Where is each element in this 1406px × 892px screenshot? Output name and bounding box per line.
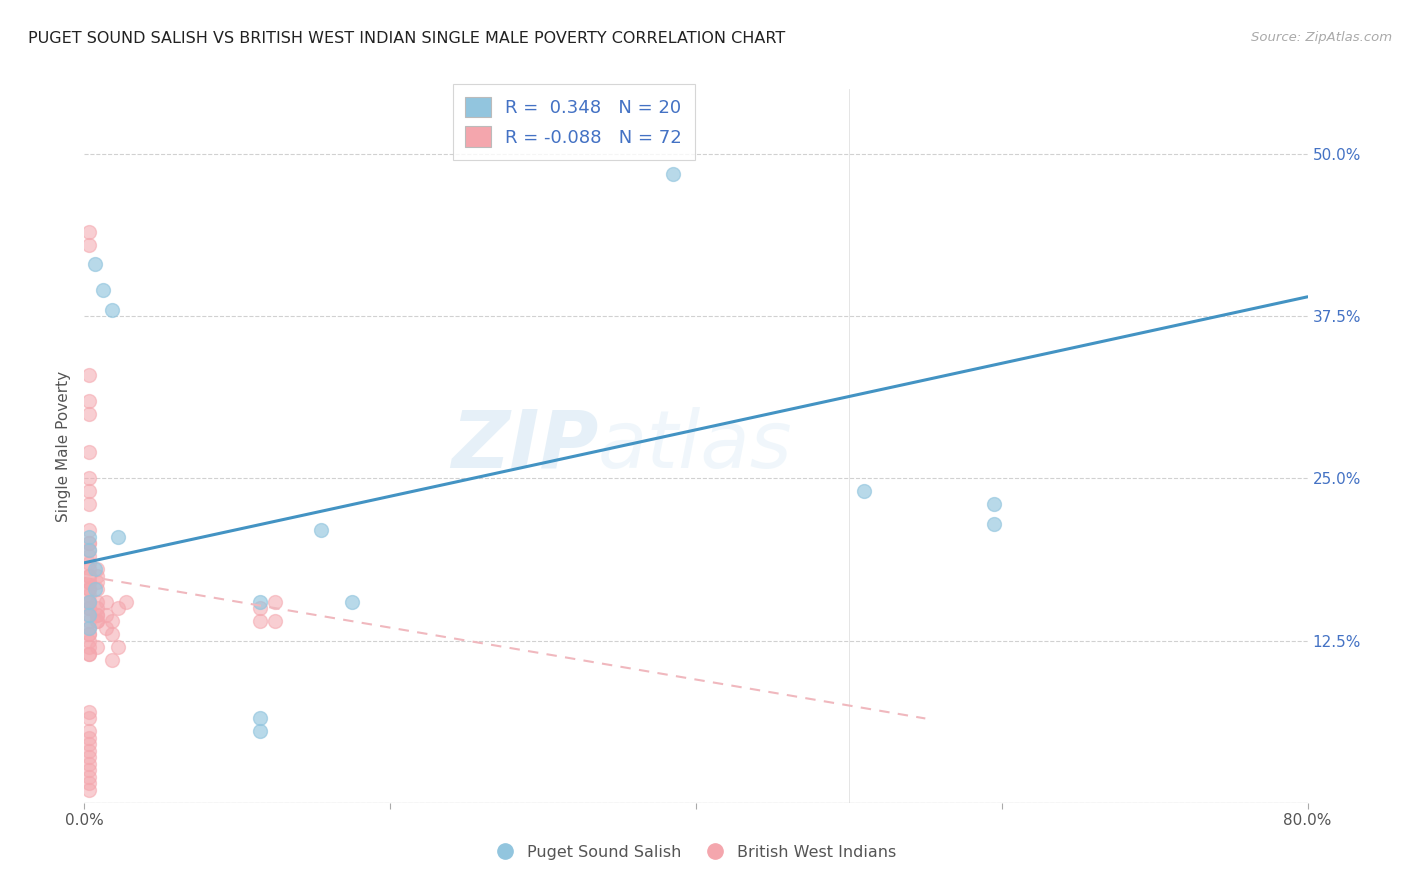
Text: Source: ZipAtlas.com: Source: ZipAtlas.com bbox=[1251, 31, 1392, 45]
Point bbox=[77, 770, 100, 784]
Point bbox=[94, 607, 117, 622]
Point bbox=[86, 607, 108, 622]
Point bbox=[77, 497, 100, 511]
Point bbox=[86, 595, 108, 609]
Point bbox=[77, 524, 100, 538]
Point bbox=[249, 595, 271, 609]
Point bbox=[662, 167, 685, 181]
Point bbox=[311, 524, 333, 538]
Point bbox=[77, 647, 100, 661]
Point bbox=[264, 595, 287, 609]
Point bbox=[249, 711, 271, 725]
Point bbox=[983, 497, 1005, 511]
Point bbox=[101, 302, 124, 317]
Point bbox=[77, 731, 100, 745]
Point bbox=[86, 640, 108, 654]
Point bbox=[101, 653, 124, 667]
Point bbox=[77, 536, 100, 550]
Point bbox=[77, 582, 100, 596]
Point bbox=[77, 595, 100, 609]
Point bbox=[77, 607, 100, 622]
Point bbox=[77, 575, 100, 590]
Point bbox=[77, 568, 100, 582]
Point bbox=[77, 536, 100, 550]
Point bbox=[107, 601, 129, 615]
Point bbox=[77, 764, 100, 778]
Point bbox=[91, 283, 114, 297]
Text: ZIP: ZIP bbox=[451, 407, 598, 485]
Y-axis label: Single Male Poverty: Single Male Poverty bbox=[56, 370, 72, 522]
Point bbox=[77, 471, 100, 485]
Text: PUGET SOUND SALISH VS BRITISH WEST INDIAN SINGLE MALE POVERTY CORRELATION CHART: PUGET SOUND SALISH VS BRITISH WEST INDIA… bbox=[28, 31, 786, 46]
Point bbox=[77, 393, 100, 408]
Point bbox=[77, 724, 100, 739]
Point bbox=[249, 614, 271, 628]
Point bbox=[77, 568, 100, 582]
Point bbox=[77, 750, 100, 764]
Point bbox=[77, 542, 100, 557]
Point bbox=[77, 562, 100, 576]
Point bbox=[77, 607, 100, 622]
Point bbox=[77, 601, 100, 615]
Point bbox=[77, 705, 100, 719]
Point bbox=[77, 484, 100, 499]
Point bbox=[77, 744, 100, 758]
Point bbox=[77, 407, 100, 421]
Point bbox=[77, 711, 100, 725]
Point bbox=[86, 562, 108, 576]
Point bbox=[77, 556, 100, 570]
Point bbox=[86, 607, 108, 622]
Point bbox=[107, 530, 129, 544]
Point bbox=[114, 595, 136, 609]
Point bbox=[77, 542, 100, 557]
Point bbox=[77, 582, 100, 596]
Point bbox=[77, 627, 100, 641]
Point bbox=[84, 257, 107, 271]
Point bbox=[77, 621, 100, 635]
Point bbox=[340, 595, 363, 609]
Point bbox=[77, 738, 100, 752]
Point bbox=[86, 582, 108, 596]
Point bbox=[86, 575, 108, 590]
Point bbox=[94, 621, 117, 635]
Point bbox=[77, 756, 100, 771]
Point bbox=[84, 582, 107, 596]
Point bbox=[94, 595, 117, 609]
Point bbox=[249, 601, 271, 615]
Point bbox=[101, 627, 124, 641]
Point bbox=[77, 627, 100, 641]
Point bbox=[77, 225, 100, 239]
Point bbox=[77, 588, 100, 602]
Point bbox=[77, 549, 100, 564]
Point bbox=[107, 640, 129, 654]
Point bbox=[77, 368, 100, 382]
Point bbox=[86, 601, 108, 615]
Point bbox=[77, 595, 100, 609]
Point bbox=[77, 633, 100, 648]
Point bbox=[101, 614, 124, 628]
Legend: Puget Sound Salish, British West Indians: Puget Sound Salish, British West Indians bbox=[489, 838, 903, 866]
Point bbox=[264, 614, 287, 628]
Point bbox=[86, 614, 108, 628]
Point bbox=[853, 484, 876, 499]
Point bbox=[77, 647, 100, 661]
Point bbox=[77, 238, 100, 252]
Point bbox=[77, 445, 100, 459]
Text: atlas: atlas bbox=[598, 407, 793, 485]
Point bbox=[77, 575, 100, 590]
Point bbox=[77, 782, 100, 797]
Point bbox=[77, 595, 100, 609]
Point bbox=[983, 516, 1005, 531]
Point bbox=[77, 776, 100, 790]
Point bbox=[249, 724, 271, 739]
Point bbox=[84, 562, 107, 576]
Point bbox=[77, 621, 100, 635]
Point bbox=[86, 568, 108, 582]
Point bbox=[77, 640, 100, 654]
Point bbox=[77, 530, 100, 544]
Point bbox=[77, 601, 100, 615]
Point bbox=[86, 614, 108, 628]
Point bbox=[77, 614, 100, 628]
